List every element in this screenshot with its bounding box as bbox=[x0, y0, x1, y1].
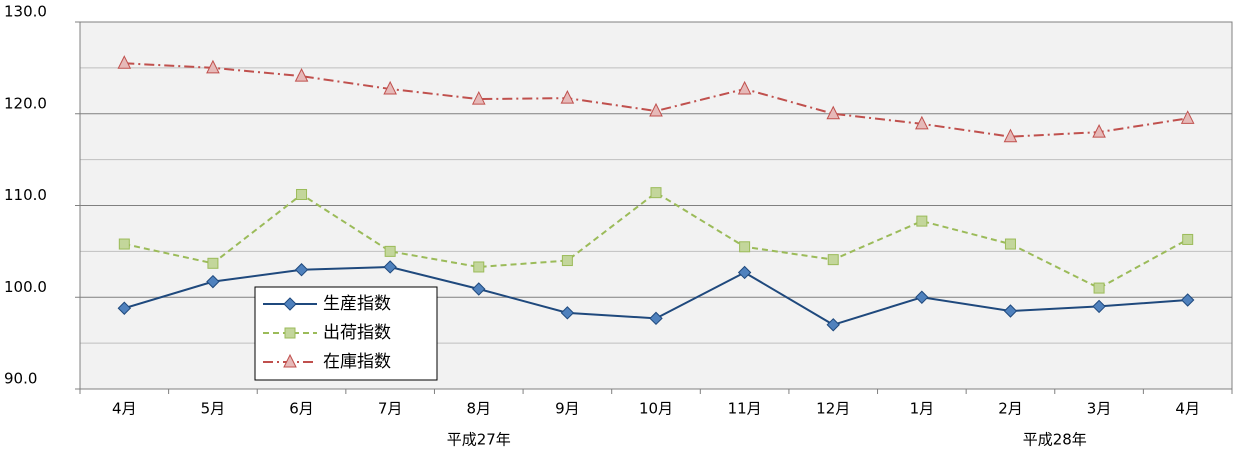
x-tick-label: 5月 bbox=[201, 400, 226, 418]
marker bbox=[737, 80, 752, 95]
marker bbox=[471, 90, 486, 105]
y-tick-label: 120.0 bbox=[4, 94, 47, 112]
marker bbox=[1093, 282, 1105, 294]
group-label: 平成27年 bbox=[447, 431, 511, 449]
marker bbox=[737, 265, 752, 280]
marker bbox=[384, 245, 396, 257]
marker bbox=[206, 59, 220, 74]
marker bbox=[1180, 110, 1195, 124]
x-tick-label: 3月 bbox=[1087, 400, 1112, 418]
x-tick-label: 2月 bbox=[998, 400, 1023, 418]
x-tick-label: 11月 bbox=[728, 400, 762, 418]
y-tick-label: 110.0 bbox=[4, 186, 47, 204]
marker bbox=[383, 80, 397, 95]
marker bbox=[1003, 128, 1018, 143]
marker bbox=[826, 105, 841, 120]
marker bbox=[207, 257, 219, 269]
marker bbox=[649, 102, 663, 117]
marker bbox=[117, 55, 132, 69]
marker bbox=[916, 215, 928, 227]
x-tick-label: 9月 bbox=[555, 400, 580, 418]
marker bbox=[294, 68, 309, 82]
marker bbox=[1092, 299, 1106, 314]
marker bbox=[294, 263, 309, 277]
x-tick-label: 6月 bbox=[289, 400, 314, 418]
marker bbox=[561, 255, 573, 267]
marker bbox=[284, 327, 296, 339]
marker bbox=[826, 318, 840, 332]
legend-label: 在庫指数 bbox=[323, 352, 391, 372]
marker bbox=[649, 311, 663, 326]
y-tick-label: 130.0 bbox=[4, 3, 47, 21]
x-tick-label: 4月 bbox=[1175, 400, 1200, 418]
x-tick-label: 1月 bbox=[910, 400, 935, 418]
marker bbox=[1092, 123, 1106, 138]
marker bbox=[560, 306, 575, 320]
group-label: 平成28年 bbox=[1023, 431, 1087, 449]
x-tick-label: 4月 bbox=[112, 400, 137, 418]
marker bbox=[1180, 293, 1195, 307]
plot-border bbox=[79, 21, 1233, 390]
marker bbox=[1003, 304, 1018, 318]
y-tick-label: 100.0 bbox=[4, 278, 47, 296]
marker bbox=[283, 297, 297, 311]
marker bbox=[915, 290, 929, 304]
marker bbox=[560, 90, 575, 104]
marker bbox=[206, 274, 220, 289]
x-tick-label: 7月 bbox=[378, 400, 403, 418]
marker bbox=[827, 254, 839, 266]
marker bbox=[283, 353, 297, 368]
marker bbox=[650, 187, 662, 199]
marker bbox=[473, 261, 485, 273]
marker bbox=[915, 115, 929, 130]
marker bbox=[118, 238, 130, 250]
marker bbox=[383, 260, 397, 274]
legend-label: 生産指数 bbox=[323, 294, 391, 314]
legend-label: 出荷指数 bbox=[323, 323, 391, 343]
marker bbox=[296, 188, 308, 200]
x-tick-label: 12月 bbox=[816, 400, 850, 418]
marker bbox=[739, 241, 751, 253]
y-tick-label: 90.0 bbox=[4, 370, 37, 388]
x-tick-label: 10月 bbox=[639, 400, 673, 418]
marker bbox=[1004, 238, 1016, 250]
marker bbox=[472, 282, 486, 296]
marker bbox=[1182, 233, 1194, 245]
x-tick-label: 8月 bbox=[466, 400, 491, 418]
marker bbox=[117, 301, 132, 315]
